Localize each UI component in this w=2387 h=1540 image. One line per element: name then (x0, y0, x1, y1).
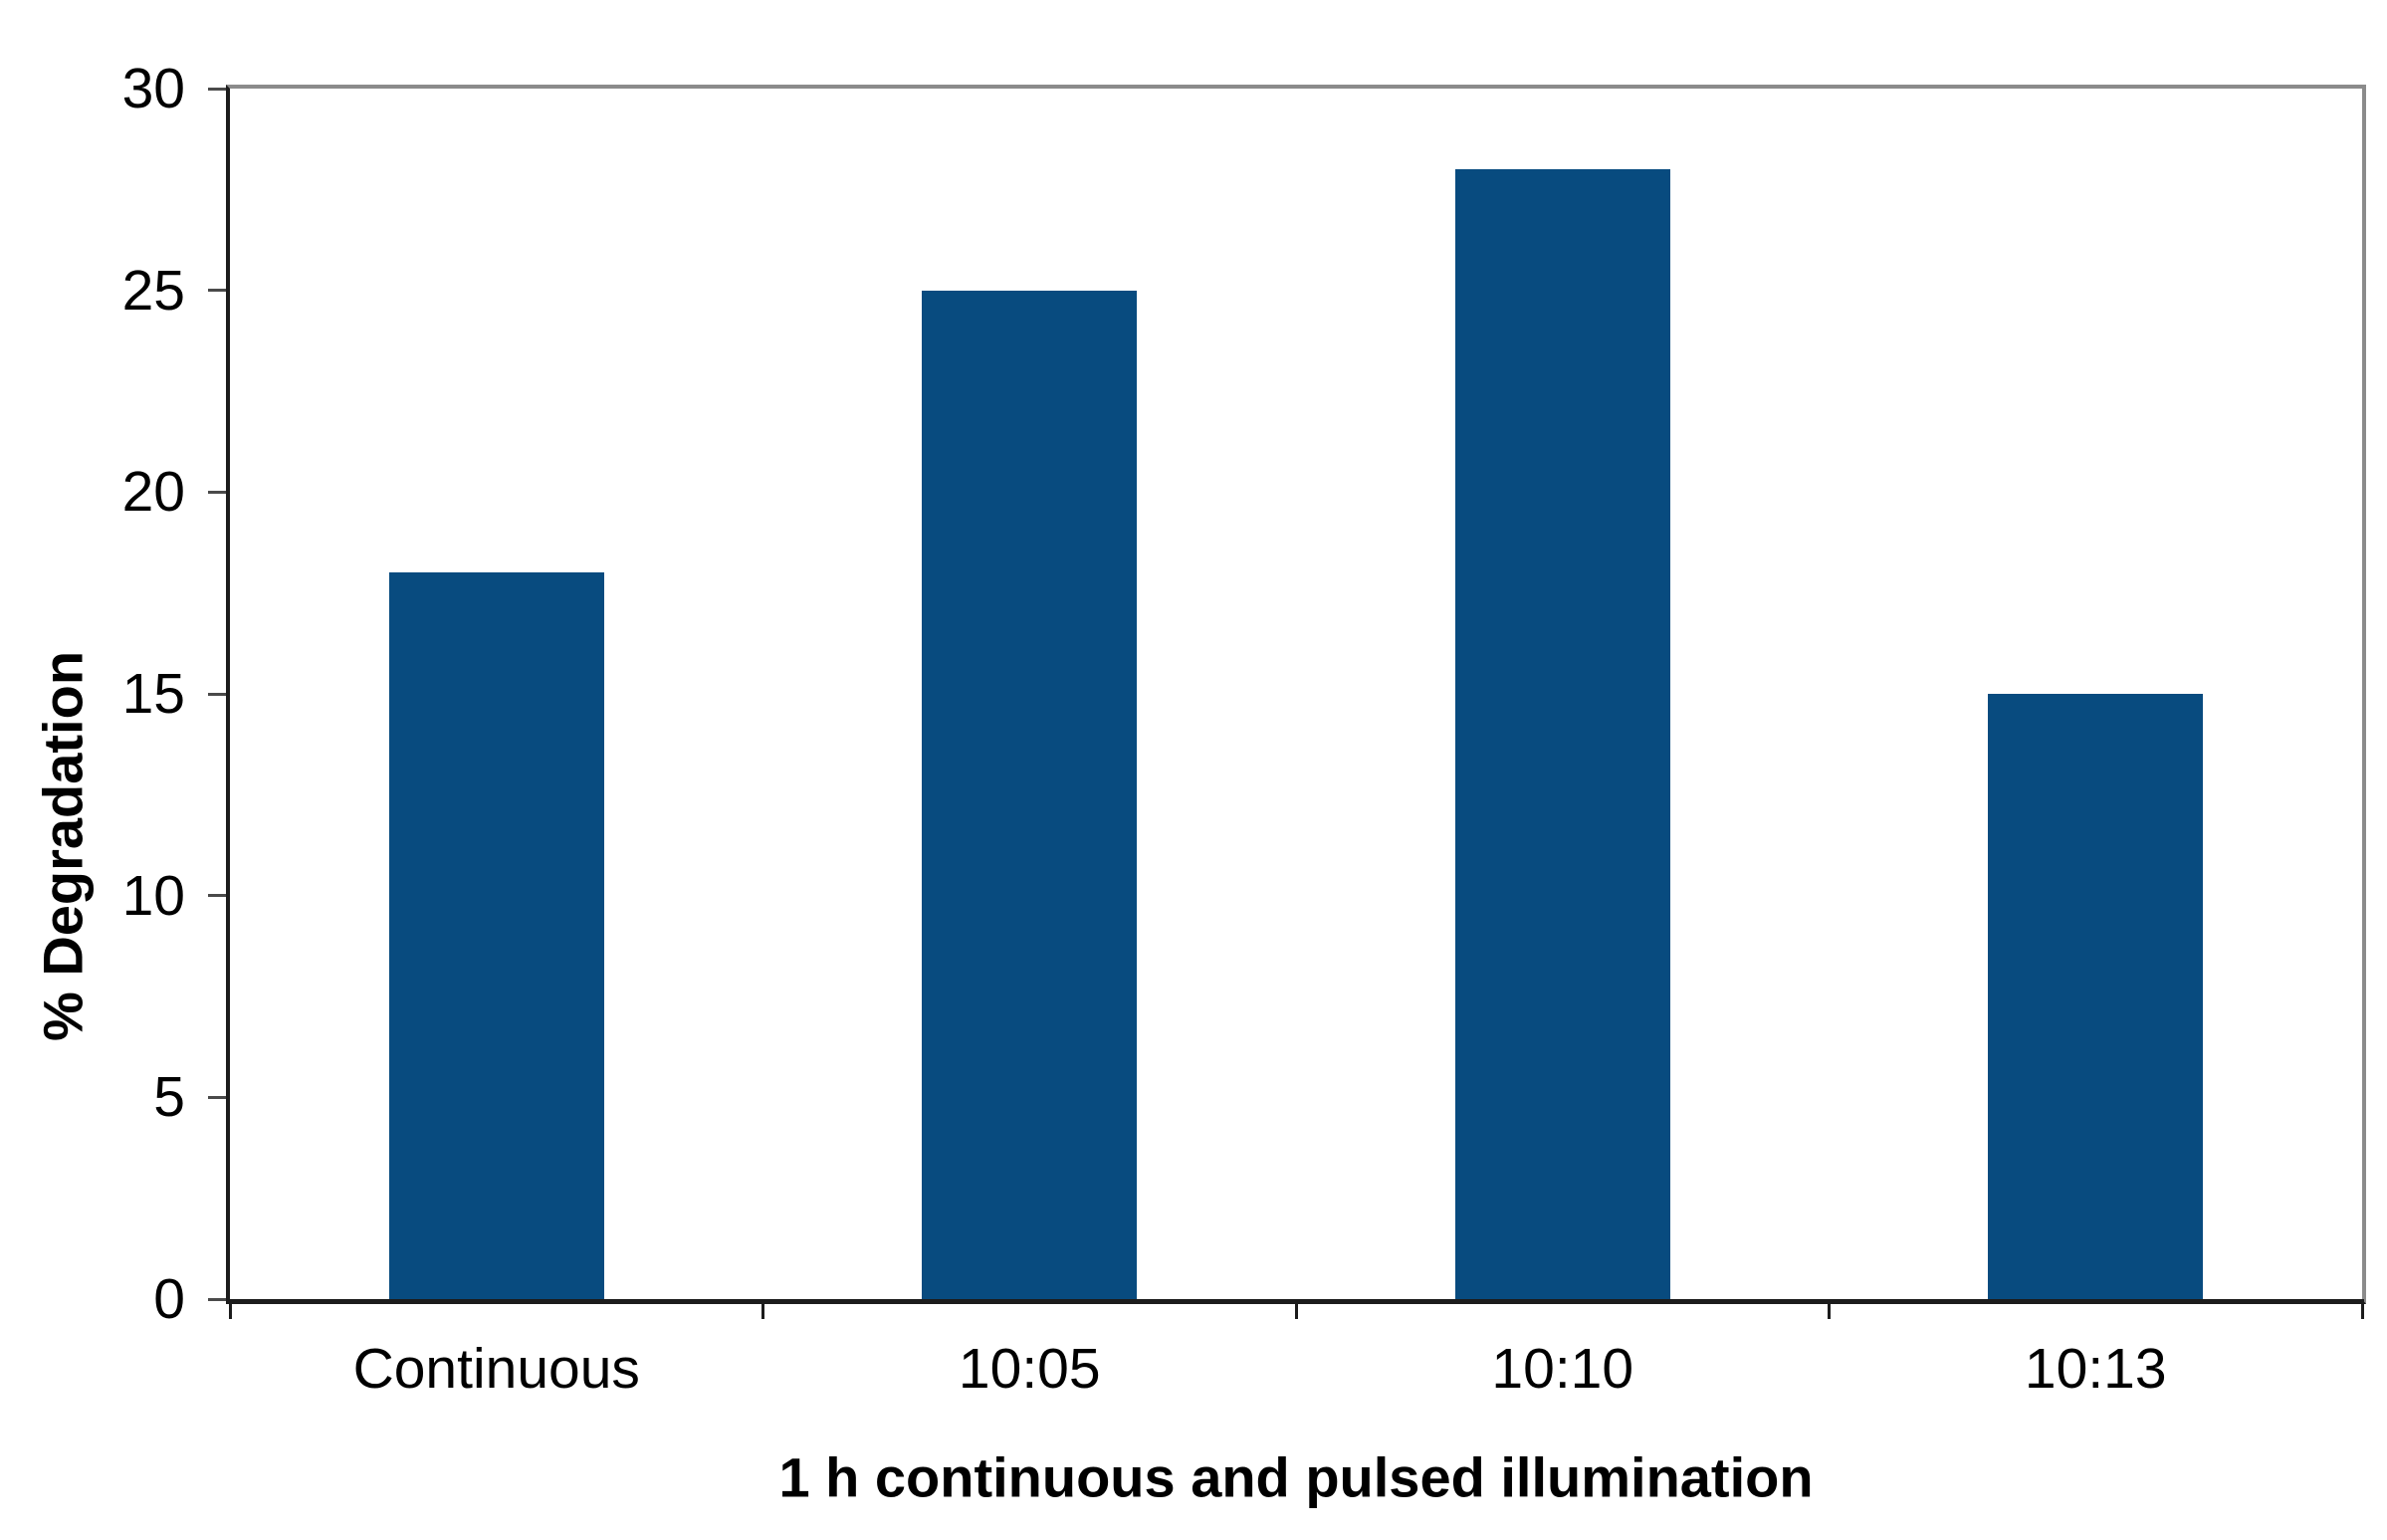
y-tick-label-30: 30 (121, 57, 185, 120)
y-tick-mark-0 (208, 1297, 226, 1301)
x-axis-title: 1 h continuous and pulsed illumination (778, 1445, 1814, 1509)
y-tick-mark-15 (208, 692, 226, 696)
plot-area (226, 85, 2366, 1304)
x-category-label-10-05: 10:05 (958, 1337, 1101, 1401)
y-axis-title: % Degradation (31, 650, 95, 1042)
y-tick-label-25: 25 (121, 258, 185, 323)
x-tick-mark-1 (761, 1299, 764, 1319)
x-tick-mark-0 (228, 1299, 232, 1319)
x-category-label-10-13: 10:13 (2024, 1337, 2167, 1401)
y-tick-label-5: 5 (153, 1065, 185, 1130)
x-tick-mark-2 (1294, 1299, 1298, 1319)
x-category-label-10-10: 10:10 (1491, 1337, 1634, 1401)
y-tick-mark-25 (208, 289, 226, 293)
x-tick-mark-3 (1828, 1299, 1831, 1319)
x-category-label-continuous: Continuous (352, 1337, 640, 1401)
y-tick-label-10: 10 (121, 863, 185, 928)
bar-continuous (388, 572, 604, 1299)
bar-10-13 (1988, 694, 2204, 1299)
y-tick-mark-5 (208, 1095, 226, 1099)
y-tick-mark-20 (208, 490, 226, 494)
x-tick-mark-4 (2360, 1299, 2364, 1319)
bar-10-05 (922, 290, 1138, 1299)
y-tick-label-0: 0 (153, 1267, 185, 1331)
y-tick-mark-10 (208, 894, 226, 898)
y-tick-mark-30 (208, 87, 226, 91)
bar-10-10 (1454, 169, 1670, 1299)
y-tick-label-20: 20 (121, 460, 185, 525)
y-tick-label-15: 15 (121, 662, 185, 726)
